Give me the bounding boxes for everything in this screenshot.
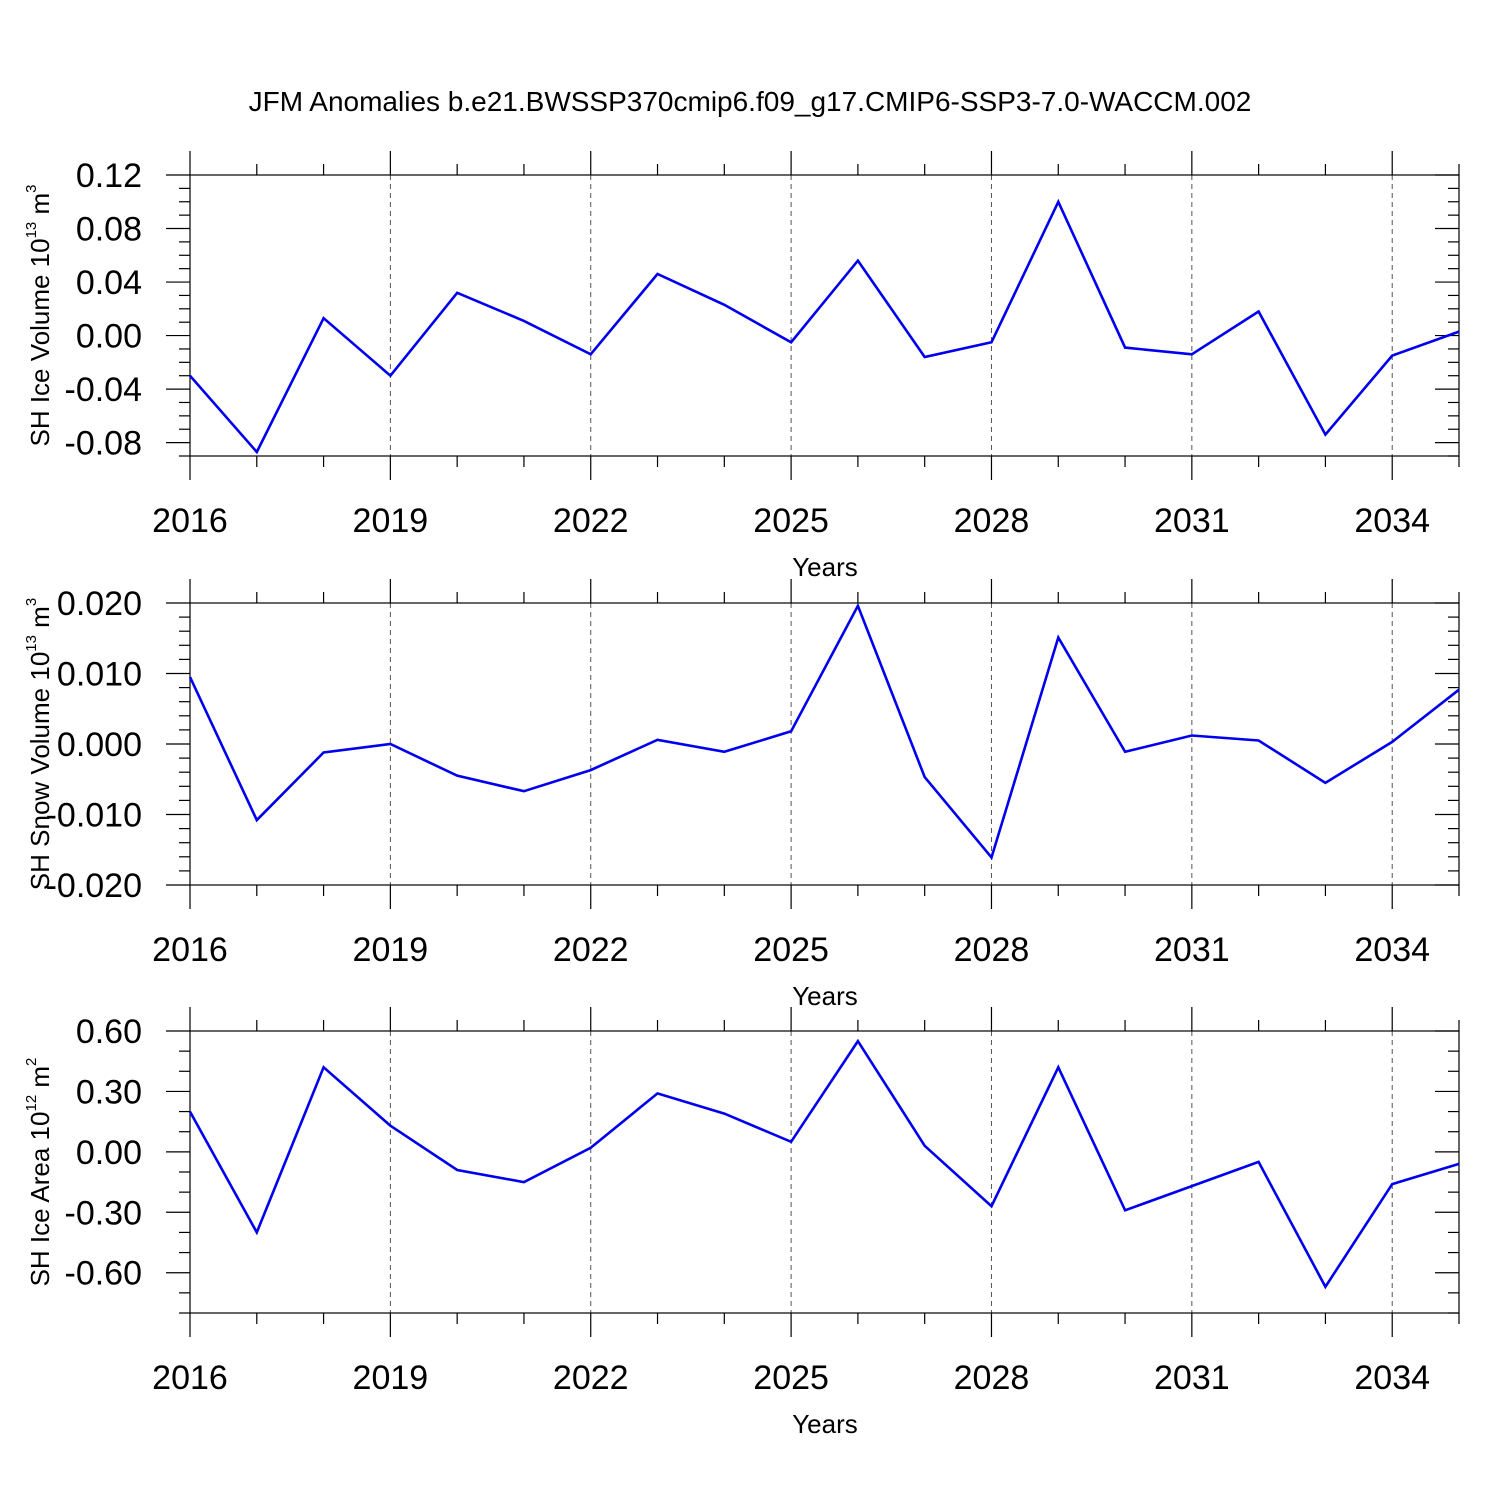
x-tick-label: 2025 (753, 1359, 829, 1397)
x-axis-label: Years (792, 981, 858, 1011)
x-tick-label: 2019 (353, 931, 429, 969)
x-tick-label: 2031 (1154, 502, 1230, 540)
y-tick-label: 0.12 (76, 157, 142, 195)
y-tick-label: 0.010 (57, 656, 142, 694)
x-tick-label: 2016 (152, 1359, 228, 1397)
x-tick-label: 2022 (553, 1359, 629, 1397)
y-axis-label: SH Ice Volume 1013 m3 (23, 184, 55, 446)
x-tick-label: 2016 (152, 502, 228, 540)
x-axis-label: Years (792, 552, 858, 582)
x-tick-label: 2031 (1154, 931, 1230, 969)
x-tick-label: 2031 (1154, 1359, 1230, 1397)
x-tick-label: 2022 (553, 502, 629, 540)
panel-ice-volume: 0.12 0.08 0.04 0.00 -0.04 -0.08 2016 2019 2022 2… (23, 151, 1460, 582)
y-tick-label: 0.00 (76, 1134, 142, 1172)
y-axis-label: SH Ice Area 1012 m2 (23, 1058, 55, 1287)
plot-frame (189, 174, 1460, 457)
panel-ice-area: 0.60 0.30 0.00 -0.30 -0.60 2016 2019 2022 2025 2… (23, 1007, 1460, 1439)
y-tick-label: -0.010 (46, 797, 142, 835)
x-tick-label: 2034 (1354, 502, 1430, 540)
x-tick-label: 2028 (954, 1359, 1030, 1397)
y-tick-label: -0.04 (65, 371, 143, 409)
panel-snow-volume: 0.020 0.010 0.000 -0.010 -0.020 2016 2019 2022… (23, 579, 1460, 1011)
y-tick-label: -0.30 (65, 1194, 143, 1232)
series-line (189, 198, 1460, 455)
y-tick-label: -0.020 (46, 867, 142, 905)
series-line (188, 602, 1460, 861)
figure-title: JFM Anomalies b.e21.BWSSP370cmip6.f09_g1… (249, 86, 1252, 117)
x-tick-label: 2025 (753, 502, 829, 540)
y-tick-label: 0.60 (76, 1013, 142, 1051)
plot-frame (189, 1030, 1460, 1314)
x-axis-label: Years (792, 1409, 858, 1439)
x-tick-label: 2028 (954, 502, 1030, 540)
y-tick-label: 0.04 (76, 264, 142, 302)
x-tick-label: 2028 (954, 931, 1030, 969)
x-tick-label: 2016 (152, 931, 228, 969)
y-axis-label: SH Snow Volume 1013 m3 (23, 598, 55, 890)
y-tick-label: 0.08 (76, 211, 142, 249)
x-tick-label: 2034 (1354, 1359, 1430, 1397)
y-tick-label: 0.020 (57, 585, 142, 623)
y-tick-label: -0.60 (65, 1255, 143, 1293)
x-tick-label: 2019 (353, 1359, 429, 1397)
y-tick-label: 0.00 (76, 318, 142, 356)
y-tick-label: 0.30 (76, 1073, 142, 1111)
y-tick-label: 0.000 (57, 726, 142, 764)
y-tick-label: -0.08 (65, 425, 143, 463)
series-line (188, 1038, 1460, 1290)
x-tick-label: 2025 (753, 931, 829, 969)
x-tick-label: 2034 (1354, 931, 1430, 969)
x-tick-label: 2022 (553, 931, 629, 969)
x-tick-label: 2019 (353, 502, 429, 540)
